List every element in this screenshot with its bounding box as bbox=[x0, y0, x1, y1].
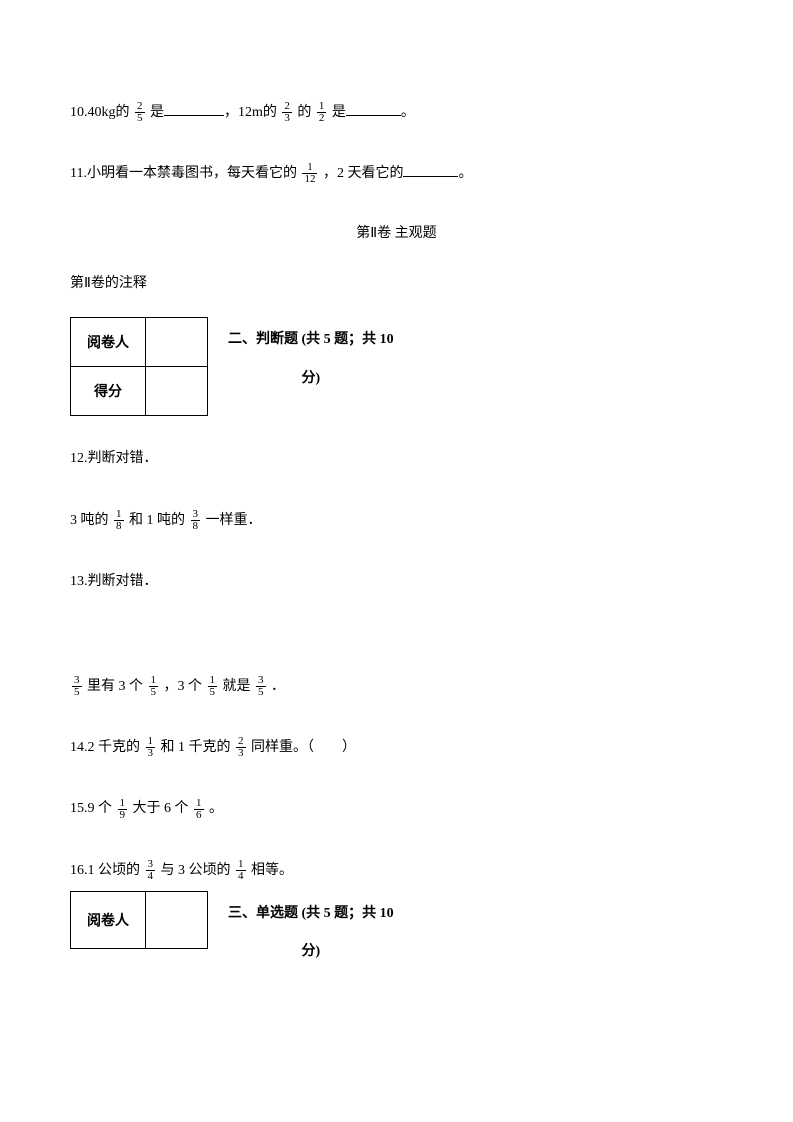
q10-text: 是 bbox=[150, 105, 164, 120]
blank-underline bbox=[403, 163, 458, 177]
fraction: 1 4 bbox=[236, 859, 246, 882]
score-section-3: 阅卷人 三、单选题 (共 5 题；共 10 分) bbox=[70, 891, 723, 969]
score-table: 阅卷人 bbox=[70, 891, 208, 949]
examiner-label: 阅卷人 bbox=[71, 318, 146, 367]
blank-underline bbox=[346, 102, 401, 116]
q11-text: ，2 天看它的 bbox=[323, 166, 404, 181]
fraction: 2 5 bbox=[135, 101, 145, 124]
fraction: 1 12 bbox=[302, 162, 317, 185]
fraction: 1 5 bbox=[149, 675, 159, 698]
section-header-2: 二、判断题 (共 5 题；共 10 分) bbox=[228, 317, 394, 395]
question-12: 12.判断对错． 3 吨的 1 8 和 1 吨的 3 8 一样重． bbox=[70, 446, 723, 532]
q10-text: 是 bbox=[332, 105, 346, 120]
score-table: 阅卷人 得分 bbox=[70, 317, 208, 416]
fraction: 3 8 bbox=[191, 509, 201, 532]
question-11: 11.小明看一本禁毒图书，每天看它的 1 12 ，2 天看它的 。 bbox=[70, 161, 723, 186]
examiner-blank bbox=[146, 318, 208, 367]
q13-line2: 3 5 里有 3 个 1 5 ，3 个 1 5 就是 3 5 ． bbox=[70, 674, 723, 699]
fraction: 1 6 bbox=[194, 798, 204, 821]
score-label: 得分 bbox=[71, 367, 146, 416]
fraction: 3 4 bbox=[146, 859, 156, 882]
fraction: 2 3 bbox=[282, 101, 292, 124]
fraction: 2 3 bbox=[236, 736, 246, 759]
q13-line1: 13.判断对错． bbox=[70, 569, 723, 594]
section-2-title: 第Ⅱ卷 主观题 bbox=[70, 222, 723, 242]
fraction: 1 2 bbox=[317, 101, 327, 124]
question-13: 13.判断对错． 3 5 里有 3 个 1 5 ，3 个 1 5 就是 3 5 … bbox=[70, 569, 723, 699]
fraction: 3 5 bbox=[256, 675, 266, 698]
score-section-2: 阅卷人 得分 二、判断题 (共 5 题；共 10 分) bbox=[70, 317, 723, 416]
fraction: 1 5 bbox=[208, 675, 218, 698]
score-blank bbox=[146, 367, 208, 416]
examiner-blank bbox=[146, 891, 208, 948]
q11-text: 。 bbox=[458, 166, 472, 181]
fraction: 1 9 bbox=[118, 798, 128, 821]
question-14: 14.2 千克的 1 3 和 1 千克的 2 3 同样重。（ ） bbox=[70, 735, 723, 760]
section-header-line1: 三、单选题 (共 5 题；共 10 bbox=[228, 906, 394, 921]
question-16: 16.1 公顷的 3 4 与 3 公顷的 1 4 相等。 bbox=[70, 858, 723, 883]
q10-text: 的 bbox=[297, 105, 315, 120]
q10-text: ，12m的 bbox=[224, 105, 280, 120]
q11-text: 11.小明看一本禁毒图书，每天看它的 bbox=[70, 166, 300, 181]
section-2-note: 第Ⅱ卷的注释 bbox=[70, 272, 723, 292]
fraction: 3 5 bbox=[72, 675, 82, 698]
fraction: 1 3 bbox=[146, 736, 156, 759]
section-header-line2: 分) bbox=[228, 364, 394, 395]
section-header-3: 三、单选题 (共 5 题；共 10 分) bbox=[228, 891, 394, 969]
section-header-line2: 分) bbox=[228, 937, 394, 968]
q12-line1: 12.判断对错． bbox=[70, 446, 723, 471]
examiner-label: 阅卷人 bbox=[71, 891, 146, 948]
blank-underline bbox=[164, 102, 224, 116]
q12-line2: 3 吨的 1 8 和 1 吨的 3 8 一样重． bbox=[70, 508, 723, 533]
q10-text: 。 bbox=[401, 105, 415, 120]
question-10: 10.40kg的 2 5 是 ，12m的 2 3 的 1 2 是 。 bbox=[70, 100, 723, 125]
q10-text: 10.40kg的 bbox=[70, 105, 130, 120]
question-15: 15.9 个 1 9 大于 6 个 1 6 。 bbox=[70, 796, 723, 821]
section-header-line1: 二、判断题 (共 5 题；共 10 bbox=[228, 332, 394, 347]
fraction: 1 8 bbox=[114, 509, 124, 532]
